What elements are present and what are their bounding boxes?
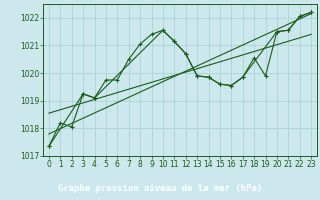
Text: Graphe pression niveau de la mer (hPa): Graphe pression niveau de la mer (hPa) xyxy=(58,184,262,193)
